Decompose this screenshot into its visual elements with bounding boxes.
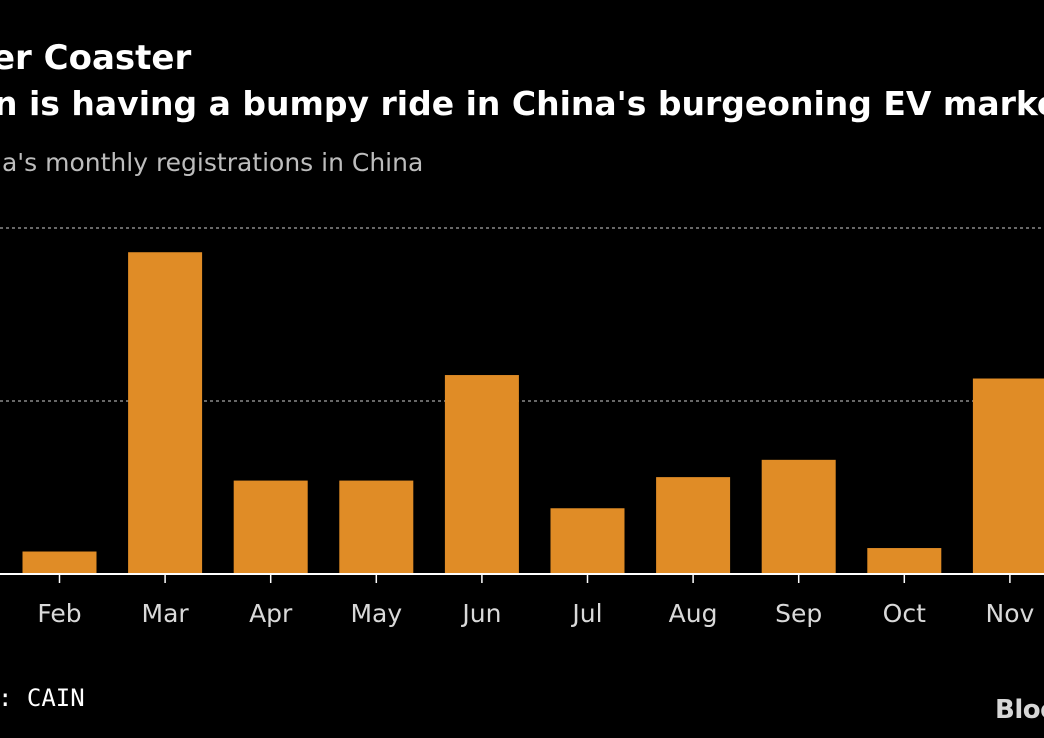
x-axis: [0, 573, 1044, 583]
bar-aug: [656, 477, 731, 574]
x-tick-label-oct: Oct: [883, 599, 926, 628]
x-tick-label-may: May: [350, 599, 402, 628]
chart-caption: la's monthly registrations in China: [0, 148, 424, 177]
x-tick-label-sep: Sep: [775, 599, 822, 628]
chart-subtitle: n is having a bumpy ride in China's burg…: [0, 84, 1044, 123]
bar-sep: [761, 459, 836, 574]
bar-feb: [22, 551, 97, 574]
bar-oct: [867, 548, 942, 574]
x-tick-label-apr: Apr: [249, 599, 293, 628]
x-tick-label-aug: Aug: [669, 599, 718, 628]
bar-mar: [128, 252, 203, 574]
x-tick-label-nov: Nov: [986, 599, 1035, 628]
x-tick-label-mar: Mar: [142, 599, 190, 628]
bar-apr: [233, 480, 308, 574]
source-note: : CAIN: [0, 684, 85, 712]
x-tick-labels: Feb Mar Apr May Jun Jul Aug Sep Oct Nov: [37, 599, 1034, 628]
bar-may: [339, 480, 414, 574]
bar-jun: [444, 375, 519, 574]
chart-title: er Coaster: [0, 38, 192, 78]
bloomberg-logo: Bloo: [995, 695, 1044, 725]
bar-nov: [972, 378, 1044, 574]
bar-jul: [550, 508, 625, 574]
x-tick-label-jul: Jul: [570, 599, 602, 628]
x-tick-label-jun: Jun: [460, 599, 501, 628]
x-tick-label-feb: Feb: [37, 599, 81, 628]
bars: [22, 252, 1044, 574]
